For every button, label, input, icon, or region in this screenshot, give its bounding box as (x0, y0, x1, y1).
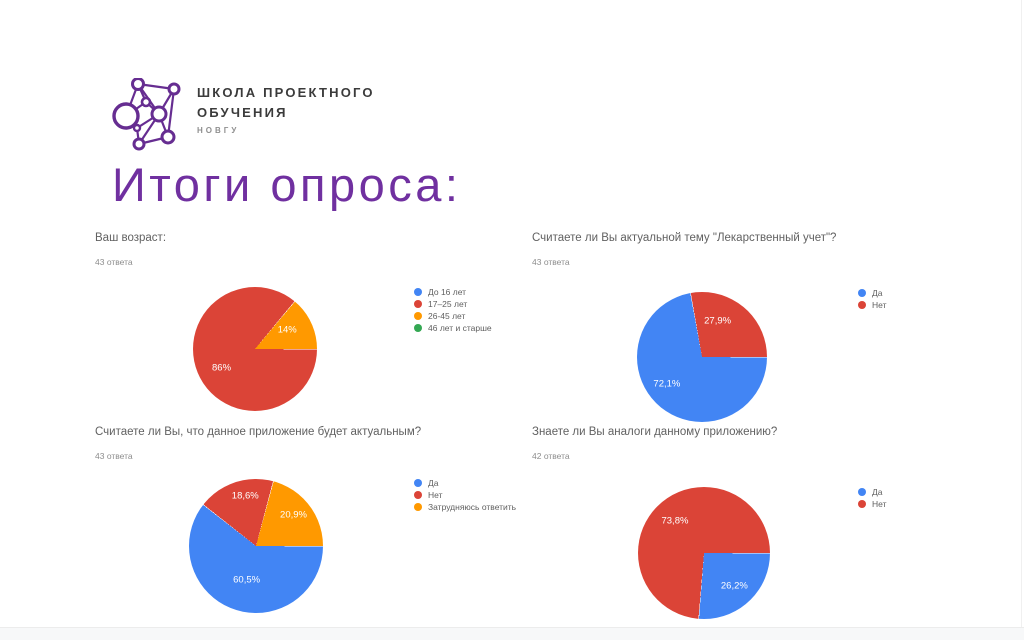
pie-chart: 60,5% 18,6% 20,9% (189, 479, 323, 613)
legend-color-dot-icon (414, 503, 422, 511)
chart-response-count: 43 ответа (95, 451, 133, 461)
legend-item: 26-45 лет (414, 312, 492, 320)
legend-item: Затрудняюсь ответить (414, 503, 516, 511)
legend-item: До 16 лет (414, 288, 492, 296)
legend-color-dot-icon (414, 491, 422, 499)
chart-question-title: Считаете ли Вы актуальной тему "Лекарств… (532, 232, 837, 244)
logo-line-1: ШКОЛА ПРОЕКТНОГО (197, 85, 375, 100)
pie-slice-percentage: 27,9% (704, 314, 732, 326)
chart-response-count: 43 ответа (95, 257, 133, 267)
chart-response-count: 42 ответа (532, 451, 570, 461)
page-title: Итоги опроса: (112, 158, 462, 211)
pie-slice-percentage: 18,6% (231, 490, 259, 502)
legend-color-dot-icon (858, 289, 866, 297)
chart-legend: Да Нет (858, 488, 886, 512)
legend-label: Да (872, 486, 883, 497)
legend-item: Да (858, 289, 886, 297)
pie-slice-percentage: 72,1% (653, 378, 681, 390)
legend-item: Нет (414, 491, 516, 499)
pie-slice-percentage: 26,2% (720, 580, 748, 592)
legend-color-dot-icon (414, 479, 422, 487)
legend-label: Нет (428, 489, 443, 500)
legend-item: 46 лет и старше (414, 324, 492, 332)
pie-chart: 86% 14% (193, 287, 317, 411)
legend-color-dot-icon (858, 500, 866, 508)
chart-legend: Да Нет (858, 289, 886, 313)
legend-color-dot-icon (858, 488, 866, 496)
legend-label: 26-45 лет (428, 310, 466, 321)
legend-item: Нет (858, 301, 886, 309)
chart-legend: До 16 лет 17–25 лет 26-45 лет 46 лет и стар… (414, 288, 492, 336)
pie-slice-percentage: 20,9% (280, 509, 307, 521)
legend-label: До 16 лет (428, 286, 467, 297)
legend-item: Да (414, 479, 516, 487)
chart-question-title: Считаете ли Вы, что данное приложение бу… (95, 426, 422, 438)
school-logo-text: ШКОЛА ПРОЕКТНОГО ОБУЧЕНИЯ НОВГУ (197, 86, 375, 135)
pie-slice-percentage: 73,8% (661, 515, 689, 527)
legend-label: Затрудняюсь ответить (428, 501, 517, 512)
chart-response-count: 43 ответа (532, 257, 570, 267)
bottom-strip (0, 627, 1024, 640)
legend-color-dot-icon (414, 300, 422, 308)
legend-color-dot-icon (414, 288, 422, 296)
legend-label: Да (428, 477, 439, 488)
chart-question-title: Знаете ли Вы аналоги данному приложению? (532, 426, 778, 438)
right-edge-divider (1021, 0, 1022, 639)
legend-label: 17–25 лет (428, 298, 468, 309)
legend-item: Нет (858, 500, 886, 508)
legend-label: Да (872, 287, 883, 298)
school-network-logo-icon (112, 78, 181, 151)
pie-slice-percentage: 14% (277, 324, 297, 336)
legend-item: Да (858, 488, 886, 496)
pie-chart: 26,2% 73,8% (638, 487, 770, 619)
legend-item: 17–25 лет (414, 300, 492, 308)
chart-question-title: Ваш возраст: (95, 232, 167, 244)
legend-color-dot-icon (414, 312, 422, 320)
legend-label: Нет (872, 498, 887, 509)
legend-label: 46 лет и старше (428, 322, 492, 333)
logo-line-3: НОВГУ (197, 126, 240, 135)
legend-color-dot-icon (858, 301, 866, 309)
chart-legend: Да Нет Затрудняюсь ответить (414, 479, 516, 515)
pie-slice-percentage: 60,5% (233, 573, 261, 585)
pie-slice-percentage: 86% (212, 361, 232, 373)
logo-line-2: ОБУЧЕНИЯ (197, 105, 288, 120)
legend-color-dot-icon (414, 324, 422, 332)
legend-label: Нет (872, 299, 887, 310)
pie-chart: 72,1% 27,9% (637, 292, 767, 422)
